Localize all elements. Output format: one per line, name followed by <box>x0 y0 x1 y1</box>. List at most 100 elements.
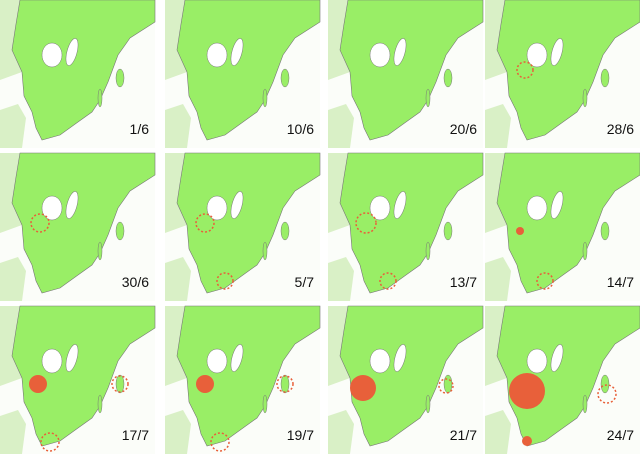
sweden <box>339 152 484 294</box>
map-panel: 28/6 <box>485 0 640 148</box>
lake <box>206 195 228 221</box>
outbreak-marker <box>379 272 397 290</box>
lake <box>369 42 391 68</box>
oland <box>262 394 268 414</box>
denmark <box>0 104 26 148</box>
lake <box>526 195 548 221</box>
date-label: 19/7 <box>287 427 314 443</box>
sweden <box>339 305 484 447</box>
lake <box>369 195 391 221</box>
map-panel: 1/6 <box>0 0 156 148</box>
map-panel: 21/7 <box>328 305 484 454</box>
outbreak-area <box>516 227 524 235</box>
lake <box>230 38 244 66</box>
map-panel: 24/7 <box>485 305 640 454</box>
oland <box>97 88 103 108</box>
gotland <box>280 374 290 394</box>
outbreak-marker <box>516 61 534 79</box>
oland <box>582 88 588 108</box>
outbreak-marker <box>40 432 60 452</box>
sweden <box>11 0 156 141</box>
lake <box>230 344 244 372</box>
outbreak-marker <box>355 212 377 234</box>
lake <box>65 191 79 219</box>
lake <box>206 348 228 374</box>
date-label: 5/7 <box>295 274 315 290</box>
denmark <box>328 257 354 301</box>
date-label: 17/7 <box>122 427 149 443</box>
lake <box>41 348 63 374</box>
oland <box>262 241 268 261</box>
lake <box>550 38 564 66</box>
lake <box>206 42 228 68</box>
denmark <box>165 104 191 148</box>
outbreak-marker <box>216 272 234 290</box>
date-label: 1/6 <box>130 121 150 137</box>
gotland <box>443 221 453 241</box>
sweden <box>176 152 321 294</box>
oland <box>582 394 588 414</box>
lake <box>550 344 564 372</box>
gotland <box>600 221 610 241</box>
sweden <box>339 0 484 141</box>
denmark <box>485 104 511 148</box>
date-label: 14/7 <box>607 274 634 290</box>
outbreak-area <box>196 375 214 393</box>
sweden <box>11 305 156 447</box>
map-panel: 5/7 <box>165 152 321 301</box>
outbreak-marker <box>210 432 230 452</box>
gotland <box>280 68 290 88</box>
oland <box>262 88 268 108</box>
denmark <box>165 257 191 301</box>
map-panel: 13/7 <box>328 152 484 301</box>
oland <box>425 394 431 414</box>
lake <box>550 191 564 219</box>
outbreak-area <box>350 375 376 401</box>
denmark <box>328 104 354 148</box>
date-label: 13/7 <box>450 274 477 290</box>
gotland <box>600 374 610 394</box>
oland <box>97 394 103 414</box>
map-panel: 20/6 <box>328 0 484 148</box>
outbreak-area <box>509 373 545 409</box>
gotland <box>280 221 290 241</box>
sweden <box>11 152 156 294</box>
gotland <box>443 68 453 88</box>
lake <box>41 42 63 68</box>
date-label: 28/6 <box>607 121 634 137</box>
gotland <box>600 68 610 88</box>
map-panel: 10/6 <box>165 0 321 148</box>
sweden <box>176 305 321 447</box>
gotland <box>115 374 125 394</box>
oland <box>425 88 431 108</box>
lake <box>393 344 407 372</box>
date-label: 21/7 <box>450 427 477 443</box>
outbreak-marker <box>111 375 129 393</box>
outbreak-marker <box>30 213 50 233</box>
outbreak-marker <box>536 272 554 290</box>
map-panel: 30/6 <box>0 152 156 301</box>
lake <box>41 195 63 221</box>
lake <box>65 344 79 372</box>
date-label: 24/7 <box>607 427 634 443</box>
oland <box>97 241 103 261</box>
outbreak-marker <box>438 378 454 394</box>
outbreak-area <box>522 436 532 446</box>
oland <box>582 241 588 261</box>
denmark <box>165 410 191 454</box>
gotland <box>115 221 125 241</box>
lake <box>393 38 407 66</box>
outbreak-marker <box>195 213 215 233</box>
denmark <box>0 410 26 454</box>
map-panel: 19/7 <box>165 305 321 454</box>
gotland <box>115 68 125 88</box>
sweden <box>496 305 640 447</box>
denmark <box>485 410 511 454</box>
lake <box>526 348 548 374</box>
denmark <box>0 257 26 301</box>
date-label: 10/6 <box>287 121 314 137</box>
sweden <box>176 0 321 141</box>
map-panel: 17/7 <box>0 305 156 454</box>
